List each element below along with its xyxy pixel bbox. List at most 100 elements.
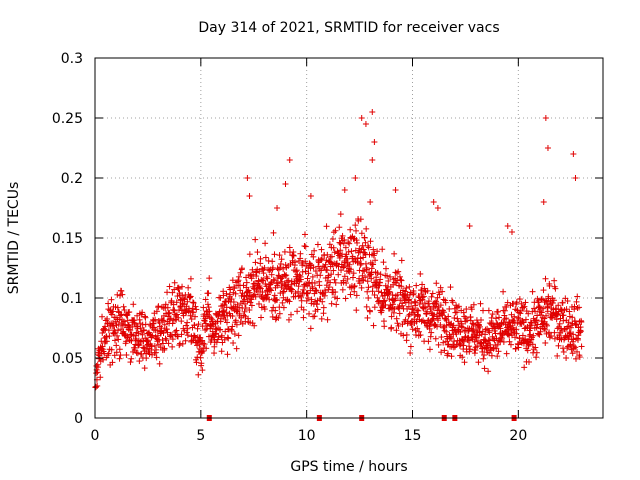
data-point: [218, 348, 225, 355]
data-point: [292, 290, 299, 297]
data-point: [447, 284, 454, 291]
data-point: [513, 299, 520, 306]
data-point: [460, 338, 467, 345]
data-point: [252, 293, 259, 300]
data-point: [190, 299, 197, 306]
data-point: [109, 359, 116, 366]
data-point: [197, 354, 204, 361]
data-point: [440, 309, 447, 316]
data-point: [424, 287, 431, 294]
data-point: [262, 240, 269, 247]
data-point: [350, 270, 357, 277]
data-point: [511, 313, 518, 320]
data-point: [242, 304, 249, 311]
data-point: [429, 290, 436, 297]
data-point: [366, 308, 373, 315]
data-point: [409, 326, 416, 333]
data-point: [266, 267, 273, 274]
data-point: [503, 350, 510, 357]
data-point: [136, 316, 143, 323]
data-point: [307, 325, 314, 332]
data-point: [316, 282, 323, 289]
data-point: [203, 345, 210, 352]
data-point: [414, 325, 421, 332]
data-point: [378, 304, 385, 311]
data-point: [413, 307, 420, 314]
data-point: [109, 308, 116, 315]
data-point: [345, 239, 352, 246]
data-point: [455, 303, 462, 310]
data-point: [494, 341, 501, 348]
data-point: [463, 306, 470, 313]
data-point: [393, 315, 400, 322]
data-point: [282, 261, 289, 268]
data-point: [437, 284, 444, 291]
data-point: [470, 327, 477, 334]
data-point: [378, 289, 385, 296]
data-point: [182, 309, 189, 316]
data-point: [193, 356, 200, 363]
data-point: [307, 265, 314, 272]
data-point: [381, 323, 388, 330]
data-point: [330, 244, 337, 251]
data-point: [326, 258, 333, 265]
data-point: [450, 344, 457, 351]
data-point: [318, 267, 325, 274]
data-point: [108, 346, 115, 353]
data-point: [503, 315, 510, 322]
data-point: [440, 324, 447, 331]
data-point: [168, 297, 175, 304]
data-point: [399, 302, 406, 309]
data-point: [228, 304, 235, 311]
data-point: [306, 310, 313, 317]
data-point: [340, 279, 347, 286]
data-point: [113, 349, 120, 356]
data-point: [117, 312, 124, 319]
data-point: [253, 269, 260, 276]
data-point: [440, 339, 447, 346]
data-point: [304, 275, 311, 282]
data-point: [386, 288, 393, 295]
data-point: [324, 316, 331, 323]
data-point: [271, 292, 278, 299]
data-point: [255, 300, 262, 307]
data-point: [390, 309, 397, 316]
data-point: [326, 241, 333, 248]
data-point: [134, 350, 141, 357]
data-point: [164, 304, 171, 311]
data-point: [106, 333, 113, 340]
data-point: [371, 304, 378, 311]
data-point: [105, 300, 112, 307]
data-point: [192, 303, 199, 310]
data-point: [356, 275, 363, 282]
data-point: [394, 320, 401, 327]
data-point: [220, 292, 227, 299]
data-point: [160, 317, 167, 324]
data-point: [334, 295, 341, 302]
data-point: [195, 371, 202, 378]
data-point: [407, 349, 414, 356]
data-point: [426, 346, 433, 353]
data-point: [419, 294, 426, 301]
data-point: [180, 312, 187, 319]
data-point: [359, 267, 366, 274]
data-point: [489, 311, 496, 318]
data-point: [328, 300, 335, 307]
data-point: [434, 294, 441, 301]
data-point: [426, 303, 433, 310]
data-point: [288, 281, 295, 288]
data-point: [224, 334, 231, 341]
data-point: [432, 335, 439, 342]
data-point: [459, 324, 466, 331]
data-point: [331, 276, 338, 283]
data-point: [260, 270, 267, 277]
data-point: [402, 288, 409, 295]
data-point: [261, 264, 268, 271]
data-point: [428, 293, 435, 300]
data-point: [512, 345, 519, 352]
data-point: [396, 273, 403, 280]
data-point: [225, 335, 232, 342]
data-point: [120, 303, 127, 310]
data-point: [331, 249, 338, 256]
data-point: [324, 251, 331, 258]
